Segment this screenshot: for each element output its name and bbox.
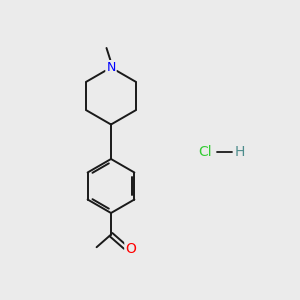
Text: N: N	[106, 61, 116, 74]
Text: Cl: Cl	[199, 145, 212, 158]
Text: O: O	[125, 242, 136, 256]
Text: H: H	[235, 145, 245, 158]
